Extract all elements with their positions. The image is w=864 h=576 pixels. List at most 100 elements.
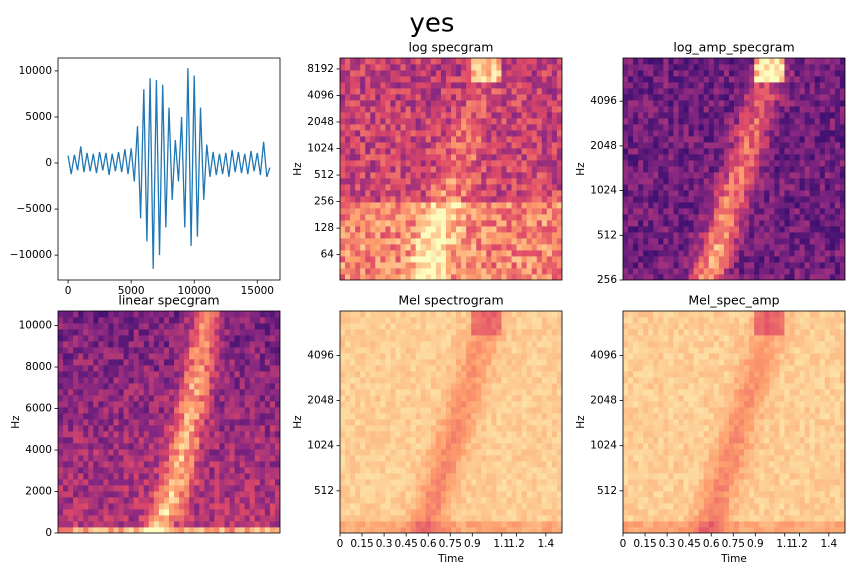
plot-area: [67, 68, 271, 269]
spectrogram-cell: [476, 154, 482, 161]
spectrogram-cell: [370, 64, 376, 71]
spectrogram-cell: [234, 467, 241, 474]
spectrogram-cell: [68, 419, 74, 426]
spectrogram-cell: [471, 88, 477, 95]
spectrogram-cell: [68, 329, 74, 336]
spectrogram-cell: [415, 118, 422, 125]
spectrogram-cell: [663, 196, 669, 203]
spectrogram-cell: [350, 202, 356, 209]
spectrogram-cell: [113, 359, 119, 366]
spectrogram-cell: [551, 142, 558, 149]
spectrogram-cell: [754, 226, 760, 233]
spectrogram-cell: [683, 88, 689, 95]
spectrogram-cell: [556, 118, 562, 125]
spectrogram-cell: [153, 431, 160, 438]
spectrogram-cell: [194, 491, 200, 498]
spectrogram-cell: [829, 76, 836, 83]
spectrogram-cell: [839, 220, 845, 227]
spectrogram-cell: [93, 329, 99, 336]
spectrogram-cell: [809, 256, 816, 263]
spectrogram-cell: [174, 467, 180, 474]
spectrogram-cell: [254, 449, 261, 456]
spectrogram-cell: [668, 112, 674, 119]
spectrogram-cell: [734, 256, 740, 263]
spectrogram-cell: [839, 148, 845, 155]
spectrogram-cell: [466, 130, 472, 137]
spectrogram-cell: [628, 274, 634, 280]
spectrogram-cell: [648, 118, 654, 125]
spectrogram-cell: [511, 106, 517, 113]
spectrogram-cell: [385, 232, 391, 239]
spectrogram-cell: [98, 491, 104, 498]
spectrogram-cell: [179, 371, 185, 378]
spectrogram-cell: [244, 323, 251, 330]
spectrogram-cell: [214, 455, 220, 462]
spectrogram-cell: [174, 491, 180, 498]
spectrogram-cell: [143, 491, 150, 498]
spectrogram-cell: [169, 365, 175, 372]
spectrogram-cell: [435, 82, 442, 89]
spectrogram-cell: [678, 274, 684, 280]
spectrogram-cell: [143, 377, 150, 384]
spectrogram-cell: [63, 449, 69, 456]
spectrogram-cell: [380, 88, 386, 95]
spectrogram-cell: [769, 256, 775, 263]
spectrogram-cell: [234, 341, 241, 348]
spectrogram-cell: [400, 76, 406, 83]
spectrogram-cell: [769, 274, 775, 280]
spectrogram-cell: [764, 148, 770, 155]
spectrogram-cell: [78, 401, 84, 408]
spectrogram-cell: [713, 148, 720, 155]
spectrogram-cell: [158, 353, 165, 360]
spectrogram-cell: [718, 196, 725, 203]
spectrogram-cell: [103, 431, 109, 438]
spectrogram-cell: [456, 527, 462, 533]
spectrogram-cell: [375, 268, 381, 275]
spectrogram-cell: [703, 70, 710, 77]
spectrogram-cell: [628, 148, 634, 155]
spectrogram-cell: [486, 100, 492, 107]
spectrogram-cell: [113, 527, 119, 533]
spectrogram-cell: [189, 323, 195, 330]
spectrogram-cell: [58, 527, 64, 533]
spectrogram-cell: [516, 106, 523, 113]
spectrogram-cell: [678, 112, 684, 119]
spectrogram-cell: [179, 407, 185, 414]
spectrogram-cell: [628, 70, 634, 77]
spectrogram-cell: [754, 208, 760, 215]
spectrogram-cell: [234, 389, 241, 396]
spectrogram-cell: [68, 491, 74, 498]
spectrogram-cell: [98, 347, 104, 354]
spectrogram-cell: [693, 190, 700, 197]
spectrogram-cell: [73, 425, 79, 432]
spectrogram-cell: [249, 329, 256, 336]
spectrogram-cell: [678, 190, 684, 197]
spectrogram-cell: [219, 329, 225, 336]
spectrogram-cell: [108, 497, 114, 504]
spectrogram-cell: [759, 268, 765, 275]
spectrogram-cell: [754, 238, 760, 245]
spectrogram-cell: [380, 106, 386, 113]
spectrogram-cell: [269, 347, 276, 354]
spectrogram-cell: [143, 371, 150, 378]
spectrogram-cell: [113, 383, 119, 390]
spectrogram-cell: [739, 250, 745, 257]
spectrogram-cell: [360, 124, 366, 131]
spectrogram-cell: [668, 166, 674, 173]
spectrogram-cell: [93, 377, 99, 384]
spectrogram-cell: [385, 112, 391, 119]
spectrogram-cell: [713, 214, 720, 221]
spectrogram-cell: [143, 515, 150, 522]
spectrogram-cell: [360, 250, 366, 257]
spectrogram-cell: [234, 383, 241, 390]
spectrogram-cell: [345, 527, 351, 533]
spectrogram-cell: [481, 244, 487, 251]
spectrogram-cell: [678, 166, 684, 173]
spectrogram-cell: [718, 226, 725, 233]
spectrogram-cell: [718, 208, 725, 215]
spectrogram-cell: [829, 214, 836, 221]
spectrogram-cell: [239, 503, 246, 510]
spectrogram-cell: [526, 172, 533, 179]
spectrogram-cell: [739, 124, 745, 131]
spectrogram-cell: [133, 377, 140, 384]
